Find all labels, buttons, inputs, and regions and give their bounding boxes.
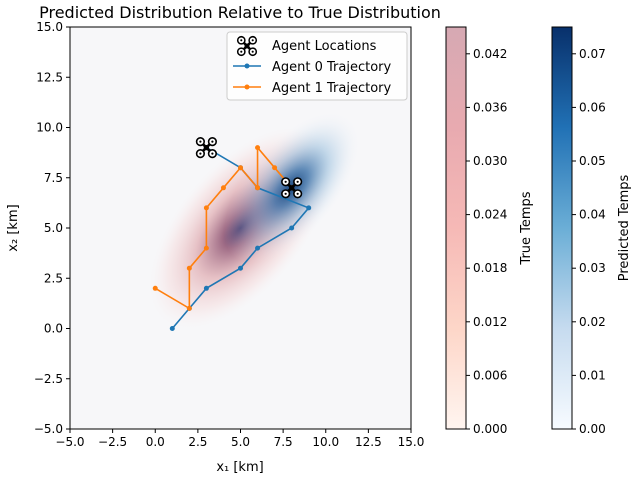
- agent1-trajectory-point: [203, 245, 209, 251]
- agent0-trajectory-point: [255, 245, 261, 251]
- agent0-trajectory-point: [238, 265, 243, 271]
- agent1-trajectory-point: [255, 185, 261, 191]
- true-temps-colorbar-ticks: 0.000 0.006 0.012 0.018 0.024 0.030 0.036 0.042: [466, 47, 507, 436]
- agent1-trajectory-point: [203, 205, 209, 211]
- agent1-trajectory-point: [238, 165, 243, 171]
- x-tick-label: 7.5: [274, 435, 293, 449]
- predicted-temps-colorbar-tick-label: 0.03: [579, 261, 606, 275]
- agent1-trajectory-point: [186, 305, 192, 311]
- agent-location-layer: [195, 137, 303, 199]
- agent1-trajectory-point: [152, 285, 158, 291]
- x-tick-label: 10.0: [312, 435, 339, 449]
- agent0-legend-marker: [244, 63, 250, 69]
- agent0-trajectory-point: [306, 205, 312, 211]
- true-temps-colorbar-tick-label: 0.036: [473, 100, 507, 114]
- y-tick-label: −5.0: [34, 422, 63, 436]
- predicted-temps-colorbar-tick-label: 0.01: [579, 368, 606, 382]
- agent1-trajectory-point: [272, 165, 278, 171]
- true-temps-colorbar-tick-label: 0.006: [473, 368, 507, 382]
- legend: Agent Locations Agent 0 Trajectory Agent…: [226, 31, 408, 101]
- predicted-temps-colorbar-label: Predicted Temps: [617, 174, 632, 281]
- predicted-temps-colorbar-ticks: 0.00 0.01 0.02 0.03 0.04 0.05 0.06 0.07: [572, 47, 606, 436]
- true-temps-colorbar-tick-label: 0.012: [473, 315, 507, 329]
- y-axis-label: x₂ [km]: [6, 204, 21, 251]
- x-tick-label: 12.5: [355, 435, 382, 449]
- predicted-temps-colorbar-tick-label: 0.04: [579, 208, 606, 222]
- true-temps-colorbar-label: True Temps: [519, 191, 534, 265]
- agent0-trajectory-point: [289, 225, 295, 231]
- agent0-trajectory-point: [203, 285, 209, 291]
- y-tick-label: 0.0: [44, 322, 63, 336]
- agent1-location-icon: [281, 177, 303, 199]
- legend-agent1: Agent 1 Trajectory: [272, 81, 392, 96]
- x-axis-label: x₁ [km]: [216, 460, 263, 475]
- x-tick-label: −5.0: [55, 435, 84, 449]
- x-tick-label: 15.0: [398, 435, 425, 449]
- x-tick-labels: −5.0 −2.5 0.0 2.5 5.0 7.5 10.0 12.5 15.0: [55, 429, 424, 449]
- true-temps-colorbar: [445, 26, 467, 430]
- x-tick-label: 0.0: [146, 435, 165, 449]
- legend-agent-locations: Agent Locations: [272, 39, 377, 54]
- predicted-temps-colorbar-tick-label: 0.02: [579, 315, 606, 329]
- predicted-temps-colorbar-tick-label: 0.00: [579, 422, 606, 436]
- x-tick-label: −2.5: [98, 435, 127, 449]
- drone-icon: [236, 35, 258, 57]
- predicted-temps-colorbar-tick-label: 0.05: [579, 154, 606, 168]
- y-tick-label: 5.0: [44, 221, 63, 235]
- y-tick-labels: −5.0 −2.5 0.0 2.5 5.0 7.5 10.0 12.5 15.0: [34, 20, 70, 436]
- true-temps-colorbar-tick-label: 0.000: [473, 422, 507, 436]
- legend-agent0: Agent 0 Trajectory: [272, 60, 392, 75]
- x-tick-label: 5.0: [231, 435, 250, 449]
- predicted-temps-colorbar-tick-label: 0.07: [579, 47, 606, 61]
- true-temps-colorbar-tick-label: 0.024: [473, 208, 507, 222]
- agent1-trajectory-point: [186, 265, 192, 271]
- predicted-temps-colorbar-tick-label: 0.06: [579, 100, 606, 114]
- agent-locations-legend-icon: [236, 35, 258, 57]
- agent1-trajectory-point: [255, 145, 261, 151]
- chart-title: Predicted Distribution Relative to True …: [39, 3, 441, 22]
- agent1-legend-marker: [244, 84, 250, 90]
- y-tick-label: 7.5: [44, 171, 63, 185]
- agent0-location-icon: [195, 137, 217, 159]
- true-temps-colorbar-tick-label: 0.042: [473, 47, 507, 61]
- y-tick-label: −2.5: [34, 372, 63, 386]
- true-temps-colorbar-tick-label: 0.018: [473, 261, 507, 275]
- y-tick-label: 15.0: [36, 20, 63, 34]
- predicted-temps-colorbar: [551, 26, 573, 430]
- y-tick-label: 2.5: [44, 271, 63, 285]
- agent1-trajectory-point: [220, 185, 226, 191]
- trajectory-layer: [152, 145, 312, 331]
- y-tick-label: 10.0: [36, 121, 63, 135]
- agent0-trajectory-point: [169, 326, 175, 331]
- x-tick-label: 2.5: [188, 435, 207, 449]
- y-tick-label: 12.5: [36, 70, 63, 84]
- legend-box: [226, 31, 408, 101]
- true-temps-colorbar-tick-label: 0.030: [473, 154, 507, 168]
